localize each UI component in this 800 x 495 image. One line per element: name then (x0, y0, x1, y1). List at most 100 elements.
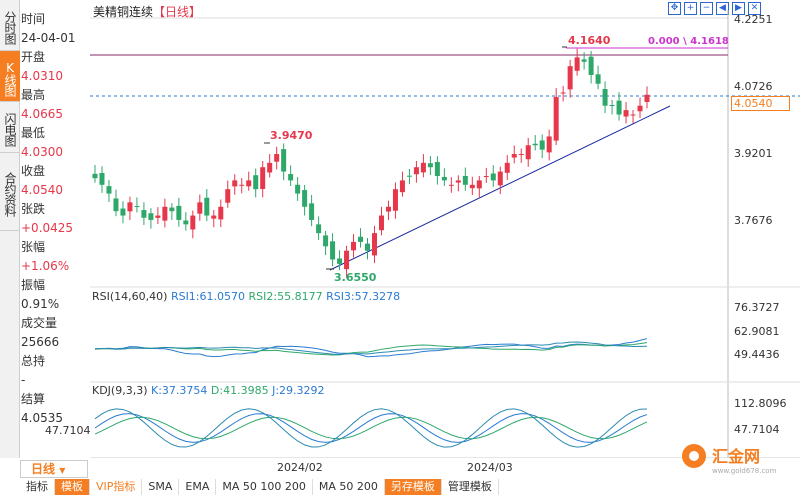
candle-body (385, 206, 391, 212)
indicator-button[interactable]: 指标 (20, 479, 55, 495)
template-button[interactable]: 模板 (55, 479, 90, 495)
rsi-y-label: 62.9081 (734, 325, 780, 338)
candle-body (406, 175, 412, 177)
candle-body (371, 233, 377, 256)
volume-label: 成交量 (21, 316, 58, 330)
period-selector[interactable]: 日线 ▼ (20, 460, 88, 478)
ma-50-200-button[interactable]: MA 50 200 (312, 479, 385, 495)
candle-body (295, 184, 301, 194)
rsi-title: RSI(14,60,40) (92, 290, 168, 303)
tab-contract-info[interactable]: 合约资料 (0, 153, 20, 231)
candle-body (630, 114, 636, 116)
candle-body (281, 149, 287, 172)
candle-body (204, 197, 210, 216)
vip-indicator-button[interactable]: VIP指标 (90, 479, 143, 495)
open-label: 开盘 (21, 50, 46, 64)
candle-body (162, 206, 168, 221)
rsi2-value: RSI2:55.8177 (248, 290, 323, 303)
candle-body (260, 167, 266, 189)
ema-button[interactable]: EMA (179, 479, 217, 495)
scroll-left-icon[interactable]: ◀ (716, 2, 729, 15)
y-label: 4.0726 (734, 80, 773, 93)
save-template-button[interactable]: 另存模板 (384, 479, 442, 495)
candle-body (218, 206, 224, 220)
candle-body (462, 175, 468, 185)
zoom-in-icon[interactable]: + (684, 2, 697, 15)
candle-body (190, 215, 196, 230)
candle-body (337, 258, 343, 264)
close-icon[interactable]: ✕ (748, 2, 761, 15)
candle-body (427, 163, 433, 168)
candle-body (239, 184, 245, 186)
candle-body (358, 236, 364, 242)
settle-label: 结算 (21, 392, 46, 406)
manage-template-button[interactable]: 管理模板 (441, 479, 499, 495)
x-label: 2024/02 (277, 461, 323, 474)
candle-body (469, 184, 475, 189)
candle-body (99, 172, 105, 185)
candle-body (553, 96, 559, 141)
candle-body (141, 210, 147, 218)
timeframe-label: 【日线】 (153, 5, 202, 19)
tab-kline[interactable]: K线图 (0, 51, 20, 102)
candle-body (518, 154, 524, 156)
amp-value: 0.91% (21, 297, 60, 311)
ma-50-100-200-button[interactable]: MA 50 100 200 (216, 479, 313, 495)
candle-body (511, 154, 517, 158)
zoom-out-icon[interactable]: − (700, 2, 713, 15)
candle-body (288, 174, 294, 181)
high-label: 最高 (21, 88, 46, 102)
volume-value: 25666 (21, 335, 60, 349)
symbol-name: 美精铜连续 (93, 5, 154, 19)
y-label: 3.7676 (734, 214, 773, 227)
kline-chart[interactable] (90, 0, 800, 458)
open-value: 4.0310 (21, 69, 63, 83)
kdj-left-label: 47.7104 (45, 424, 91, 437)
rsi-y-label: 49.4436 (734, 348, 780, 361)
close-value: 4.0540 (21, 183, 63, 197)
high-marker: 4.1640 (568, 34, 611, 47)
peak-marker: 3.9470 (270, 129, 313, 142)
chevron-down-icon: ▼ (59, 466, 66, 475)
candle-body (476, 180, 482, 189)
kdj-title: KDJ(9,3,3) (92, 384, 148, 397)
candle-body (567, 66, 573, 90)
candle-body (92, 173, 98, 179)
candle-body (483, 176, 489, 178)
candle-body (448, 184, 454, 186)
candle-body (330, 241, 336, 260)
chart-mode-tabs: 分时图 K线图 闪电图 合约资料 (0, 0, 20, 458)
amp-label: 振幅 (21, 278, 46, 292)
kdj-d-value: D:41.3985 (210, 384, 269, 397)
kdj-lines (94, 408, 648, 448)
candle-body (134, 206, 140, 208)
candle-body (211, 215, 217, 219)
chart-controls: ✥ + − ◀ ▶ ✕ (668, 2, 761, 15)
candle-body (225, 189, 231, 203)
candle-body (420, 162, 426, 173)
candle-body (302, 190, 308, 207)
line-label-right: 4.1618 (690, 36, 729, 47)
candle-body (120, 208, 126, 216)
candlestick-series (92, 48, 650, 278)
indicator-line (94, 416, 648, 440)
low-label: 最低 (21, 126, 46, 140)
candle-body (497, 171, 503, 186)
scroll-right-icon[interactable]: ▶ (732, 2, 745, 15)
candle-body (155, 215, 161, 218)
indicator-line (94, 408, 648, 448)
candle-body (309, 203, 315, 220)
sma-button[interactable]: SMA (142, 479, 180, 495)
tab-timeshare[interactable]: 分时图 (0, 0, 20, 51)
candle-body (197, 202, 203, 214)
move-icon[interactable]: ✥ (668, 2, 681, 15)
low-marker: 3.6550 (334, 271, 377, 284)
candle-body (609, 104, 615, 106)
tab-flash[interactable]: 闪电图 (0, 102, 20, 153)
candle-body (504, 162, 510, 173)
indicator-line (94, 342, 648, 356)
candle-body (602, 89, 608, 106)
candle-body (113, 198, 119, 212)
candle-body (546, 136, 552, 153)
indicator-line (94, 338, 648, 358)
